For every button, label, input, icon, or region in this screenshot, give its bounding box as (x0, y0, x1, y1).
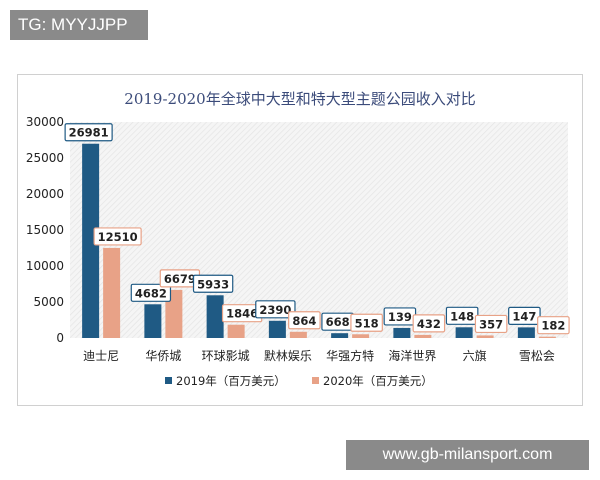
bar-2020 (289, 331, 307, 338)
data-label-box (288, 311, 321, 330)
bar-2020 (414, 334, 432, 338)
data-label: 518 (350, 313, 383, 332)
bar-2020 (352, 334, 370, 338)
data-label: 148 (445, 306, 479, 325)
x-category-label: 华侨城 (145, 349, 181, 363)
legend-label: 2020年（百万美元） (323, 374, 433, 388)
x-category-label: 华强方特 (326, 348, 374, 363)
y-tick-label: 25000 (26, 151, 64, 165)
plot-area (70, 122, 568, 338)
x-category-label: 六旗 (463, 348, 487, 363)
data-label: 26981 (64, 123, 113, 142)
data-label-box (508, 306, 541, 325)
bar-2019 (517, 327, 535, 338)
data-label-text: 148 (450, 309, 474, 323)
data-label: 864 (288, 311, 321, 330)
data-label: 5933 (192, 274, 234, 293)
data-label: 6679 (159, 269, 201, 288)
data-label: 4682 (130, 283, 172, 302)
data-label: 432 (412, 314, 446, 333)
data-label: 12510 (93, 227, 142, 246)
bar-2020 (538, 336, 556, 338)
data-label-box (474, 314, 508, 334)
data-label-text: 6679 (164, 272, 196, 286)
data-label: 139 (383, 307, 417, 326)
bar-2020 (165, 289, 183, 338)
y-tick-label: 0 (56, 331, 64, 345)
data-label-box (93, 227, 142, 246)
legend-swatch (165, 377, 172, 384)
data-label: 182 (537, 316, 570, 335)
data-label-text: 518 (355, 316, 379, 330)
bar-2019 (455, 327, 473, 338)
y-tick-label: 10000 (26, 259, 64, 273)
data-label: 147 (508, 306, 541, 325)
y-tick-label: 15000 (26, 223, 64, 237)
data-label-box (255, 300, 296, 319)
data-label-text: 26981 (69, 126, 109, 140)
data-label-box (192, 274, 234, 293)
data-label: 2390 (255, 300, 296, 319)
legend-swatch (312, 377, 319, 384)
bar-2019 (393, 327, 411, 338)
data-label-text: 5933 (197, 277, 229, 291)
bar-2019 (206, 295, 224, 338)
data-label-text: 864 (292, 314, 316, 328)
bar-2020 (476, 335, 494, 338)
data-label-text: 4682 (135, 286, 167, 300)
bar-2020 (103, 247, 121, 338)
data-label-text: 668 (326, 315, 350, 329)
data-label-text: 357 (479, 317, 503, 331)
data-label: 357 (474, 314, 508, 334)
data-label-box (350, 313, 383, 332)
x-category-label: 雪松会 (519, 349, 555, 363)
bar-2019 (144, 304, 162, 338)
y-tick-label: 5000 (33, 295, 64, 309)
data-label: 668 (321, 312, 354, 331)
data-label-box (64, 123, 113, 142)
data-label-box (537, 316, 570, 335)
data-label-text: 2390 (259, 303, 291, 317)
y-tick-label: 30000 (26, 115, 64, 129)
data-label-text: 12510 (98, 230, 138, 244)
tg-badge: TG: MYYJJPP (10, 10, 148, 40)
bar-2020 (227, 324, 245, 338)
bar-2019 (331, 333, 349, 338)
data-label-text: 182 (541, 319, 565, 333)
x-category-label: 环球影城 (202, 349, 250, 363)
y-tick-label: 20000 (26, 187, 64, 201)
x-category-label: 默林娱乐 (264, 348, 312, 363)
bar-2019 (268, 320, 286, 338)
bar-2019 (82, 143, 100, 338)
x-category-label: 海洋世界 (388, 348, 436, 363)
data-label-box (412, 314, 446, 333)
data-label-text: 147 (512, 309, 536, 323)
chart-title: 2019-2020年全球中大型和特大型主题公园收入对比 (124, 90, 475, 108)
watermark: www.gb-milansport.com (346, 440, 589, 470)
data-label-box (130, 283, 172, 302)
data-label-text: 432 (417, 317, 441, 331)
data-label-text: 1846 (226, 307, 258, 321)
data-label: 1846 (221, 304, 263, 323)
data-label-text: 139 (388, 310, 412, 324)
legend-label: 2019年（百万美元） (176, 374, 286, 388)
x-category-label: 迪士尼 (83, 349, 119, 363)
